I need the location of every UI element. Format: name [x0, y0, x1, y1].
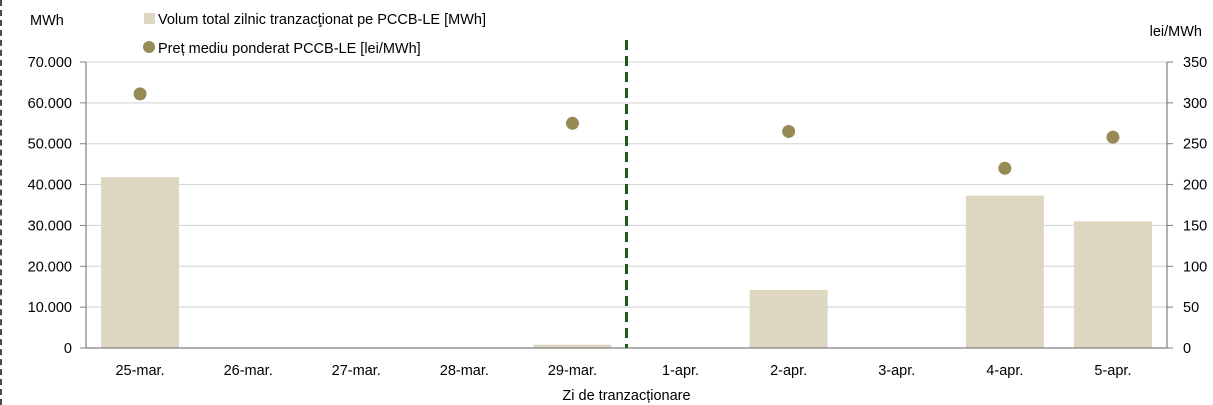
left-axis-unit-label: MWh	[30, 13, 64, 29]
chart-text: 0 0 10.000 50 20.000 100 30.000 150 40.000 200 50.…	[28, 12, 1208, 404]
left-tick-label: 20.000	[28, 259, 72, 275]
x-axis-title: Zi de tranzacționare	[562, 388, 690, 404]
dot-4-apr.	[998, 161, 1012, 175]
x-tick-label: 27-mar.	[332, 363, 381, 379]
dot-series	[133, 87, 1120, 175]
right-tick-label: 350	[1183, 55, 1207, 71]
dot-5-apr.	[1106, 130, 1120, 144]
left-tick-label: 30.000	[28, 218, 72, 234]
right-axis-unit-label: lei/MWh	[1150, 24, 1202, 40]
x-tick-label: 2-apr.	[770, 363, 807, 379]
right-tick-label: 250	[1183, 137, 1207, 153]
x-tick-label: 25-mar.	[115, 363, 164, 379]
dot-29-mar.	[565, 116, 579, 130]
x-tick-label: 4-apr.	[986, 363, 1023, 379]
legend-dot-label: Preț mediu ponderat PCCB-LE [lei/MWh]	[158, 41, 421, 57]
left-tick-label: 70.000	[28, 55, 72, 71]
right-tick-label: 150	[1183, 218, 1207, 234]
left-tick-label: 50.000	[28, 137, 72, 153]
x-tick-label: 1-apr.	[662, 363, 699, 379]
left-tick-label: 60.000	[28, 96, 72, 112]
legend-bar-label: Volum total zilnic tranzacţionat pe PCCB…	[158, 12, 486, 28]
x-tick-label: 5-apr.	[1094, 363, 1131, 379]
bar-5-apr.	[1073, 221, 1152, 348]
x-tick-label: 28-mar.	[440, 363, 489, 379]
dot-2-apr.	[782, 124, 796, 138]
dot-25-mar.	[133, 87, 147, 101]
right-tick-label: 0	[1183, 341, 1191, 357]
right-tick-label: 100	[1183, 259, 1207, 275]
right-tick-label: 50	[1183, 300, 1199, 316]
left-tick-label: 10.000	[28, 300, 72, 316]
bar-4-apr.	[965, 195, 1044, 348]
x-tick-label: 26-mar.	[224, 363, 273, 379]
right-tick-label: 300	[1183, 96, 1207, 112]
x-tick-label: 29-mar.	[548, 363, 597, 379]
x-tick-label: 3-apr.	[878, 363, 915, 379]
bar-2-apr.	[749, 289, 828, 348]
bar-29-mar.	[533, 344, 612, 348]
image-left-border	[0, 0, 2, 405]
left-tick-label: 40.000	[28, 178, 72, 194]
bar-series	[101, 177, 1152, 348]
right-tick-label: 200	[1183, 178, 1207, 194]
legend-bar-swatch	[144, 13, 155, 24]
bar-25-mar.	[101, 177, 180, 348]
left-tick-label: 0	[64, 341, 72, 357]
legend-dot-marker	[143, 41, 155, 53]
